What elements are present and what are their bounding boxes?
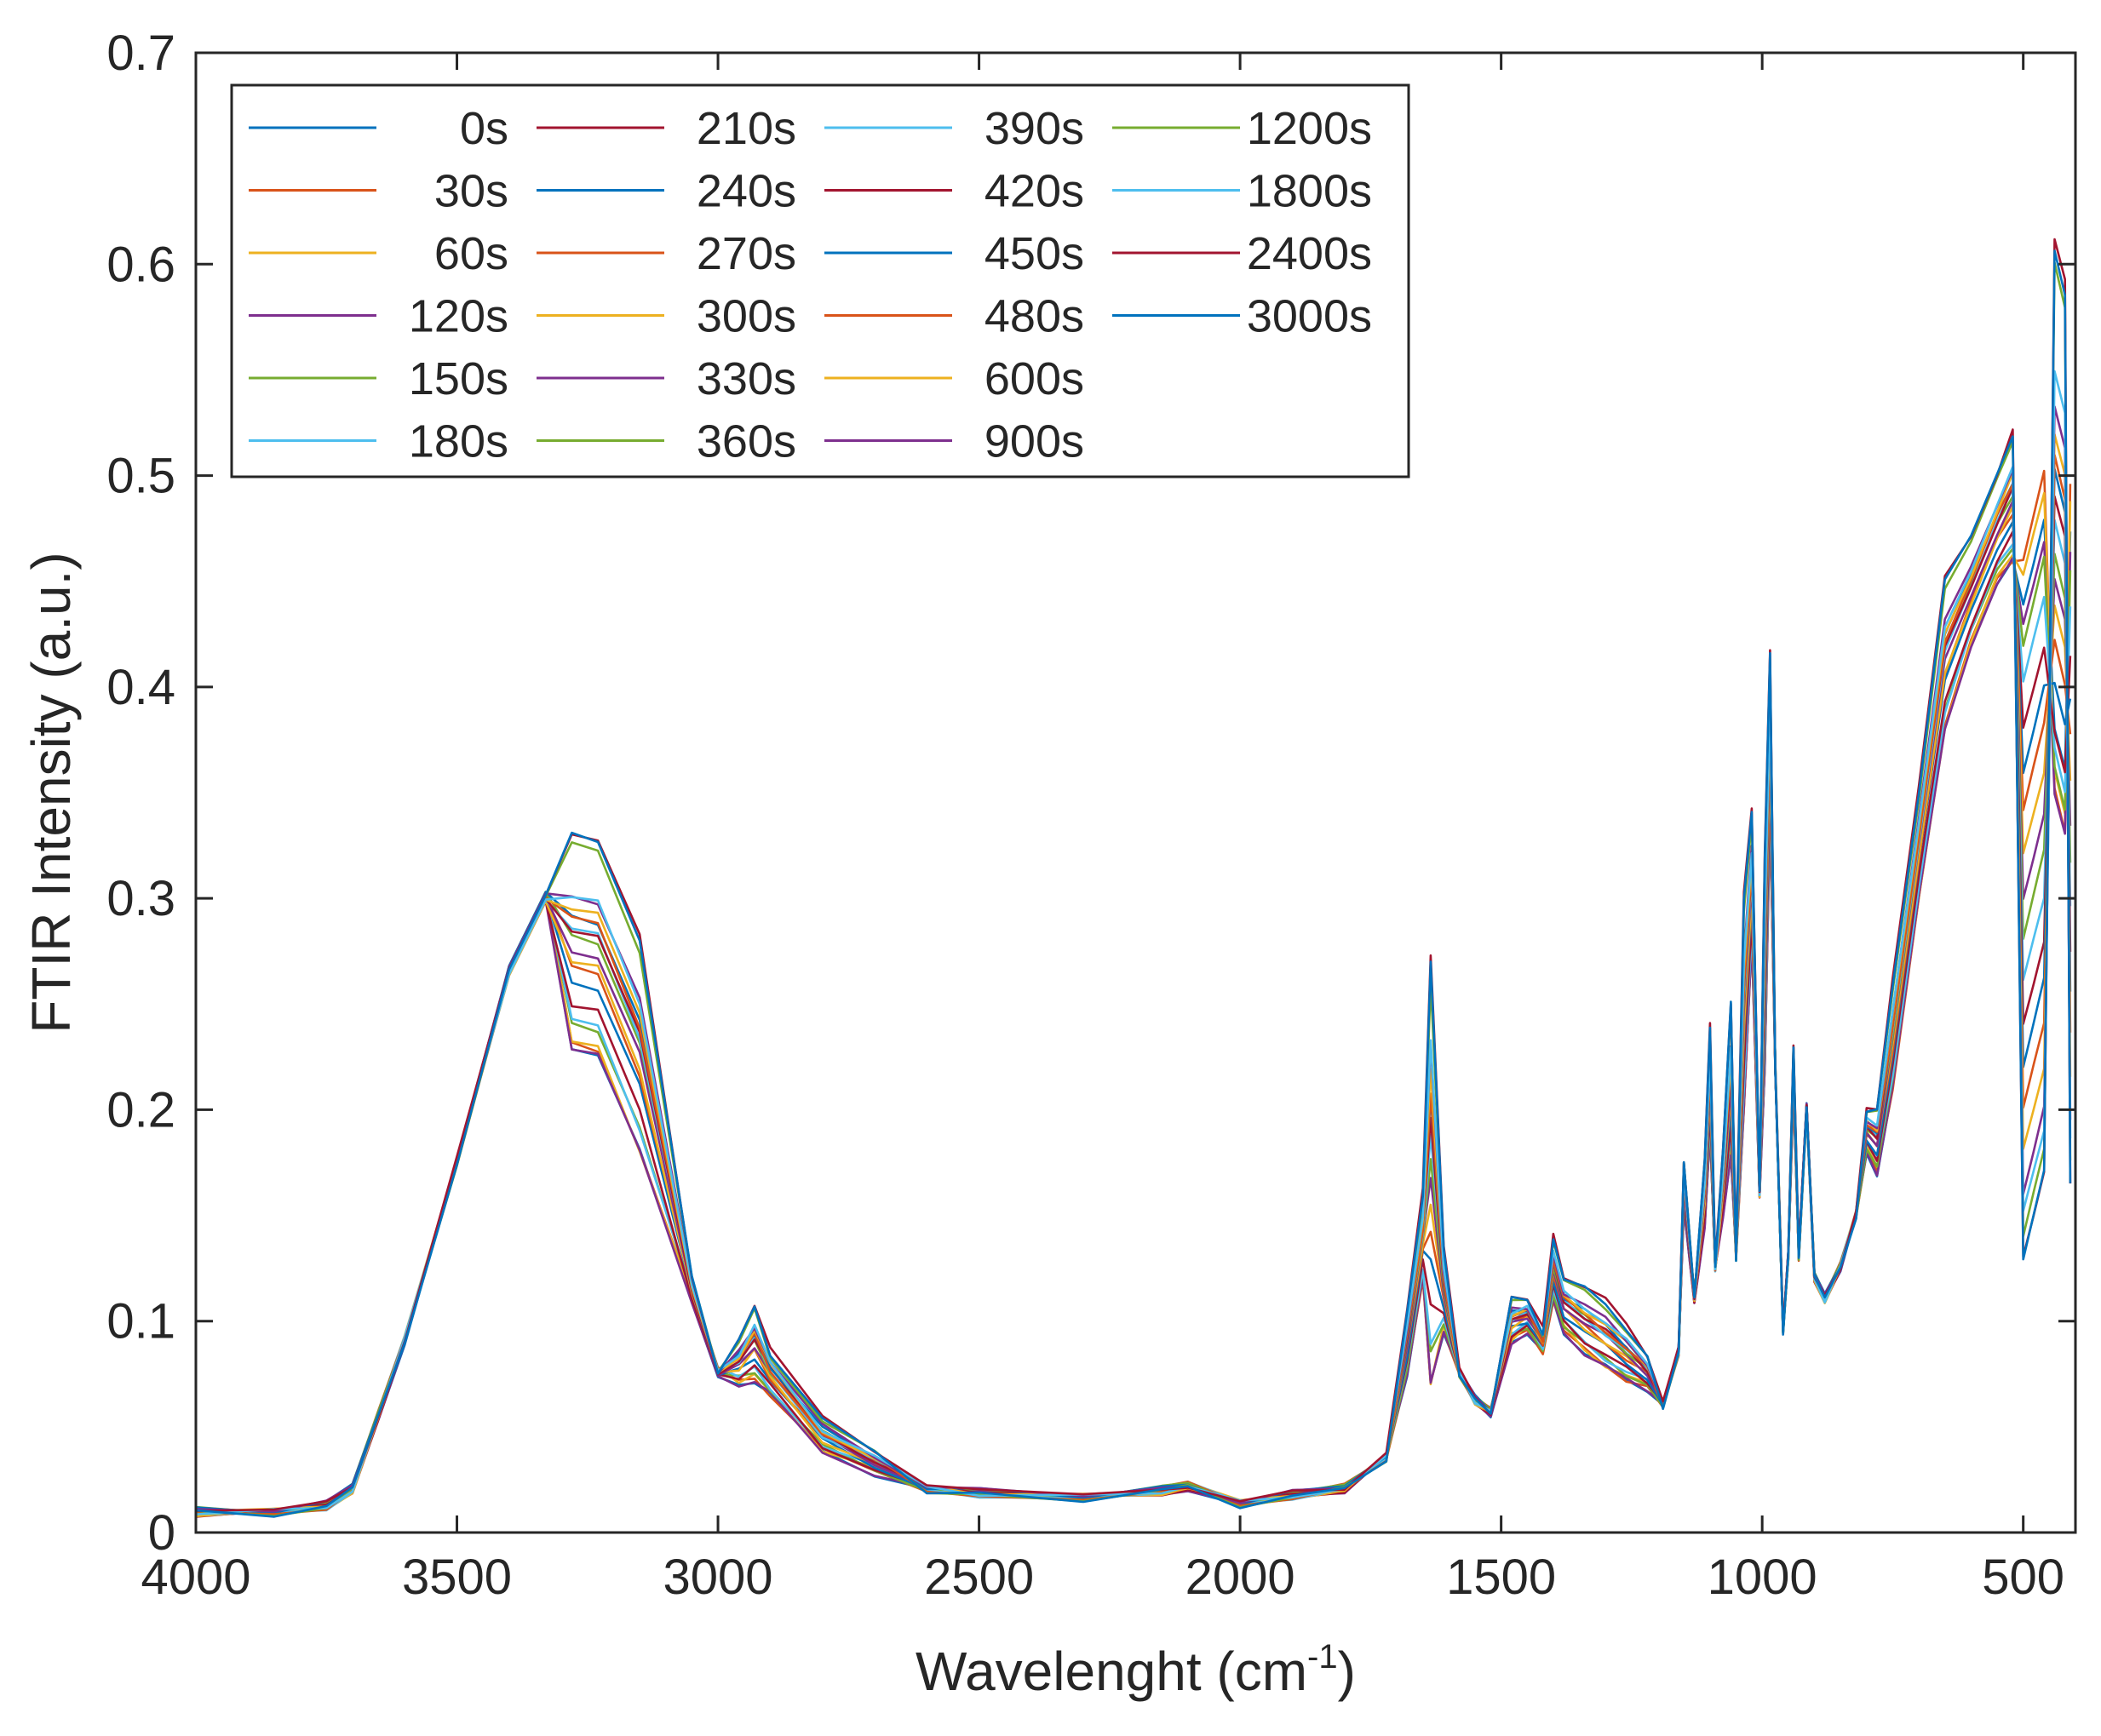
legend-label: 240s bbox=[697, 166, 796, 217]
y-tick-label: 0.5 bbox=[106, 449, 175, 504]
legend-label: 600s bbox=[984, 353, 1084, 404]
series-line-0s bbox=[196, 519, 2072, 1515]
legend-label: 360s bbox=[697, 416, 796, 467]
series-line-60s bbox=[196, 491, 2072, 1513]
x-tick-label: 1000 bbox=[1708, 1550, 1817, 1605]
series-line-480s bbox=[196, 454, 2072, 1515]
y-tick-label: 0.4 bbox=[106, 660, 175, 715]
series-line-30s bbox=[196, 469, 2072, 1516]
y-tick-label: 0 bbox=[148, 1505, 175, 1561]
series-line-120s bbox=[196, 541, 2072, 1517]
legend-label: 270s bbox=[697, 228, 796, 279]
legend-label: 300s bbox=[697, 291, 796, 342]
legend-label: 900s bbox=[984, 416, 1084, 467]
legend-label: 180s bbox=[409, 416, 508, 467]
series-line-420s bbox=[196, 485, 2072, 1515]
legend-label: 3000s bbox=[1247, 291, 1372, 342]
y-axis-title: FTIR Intensity (a.u.) bbox=[20, 552, 82, 1033]
legend-label: 60s bbox=[434, 228, 508, 279]
y-tick-label: 0.7 bbox=[106, 26, 175, 81]
plot-frame bbox=[194, 51, 2077, 1534]
series-line-330s bbox=[196, 500, 2072, 1514]
legend-label: 420s bbox=[984, 166, 1084, 217]
series-line-270s bbox=[196, 513, 2072, 1514]
legend-label: 390s bbox=[984, 103, 1084, 154]
x-tick-label: 2000 bbox=[1185, 1550, 1295, 1605]
y-tick-label: 0.1 bbox=[106, 1294, 175, 1349]
x-axis-title-suffix: ) bbox=[1338, 1641, 1356, 1702]
legend-label: 210s bbox=[697, 103, 796, 154]
legend: 0s 30s 60s 120s 150s 180s 210s 240s 270s 300s 330s… bbox=[230, 83, 1410, 478]
legend-label: 1200s bbox=[1247, 103, 1372, 154]
series-line-390s bbox=[196, 487, 2072, 1516]
series-line-3000s bbox=[196, 249, 2072, 1518]
y-tick-label: 0.6 bbox=[106, 237, 175, 292]
series-line-360s bbox=[196, 495, 2072, 1515]
legend-label: 150s bbox=[409, 353, 508, 404]
series-layer bbox=[196, 238, 2072, 1518]
legend-label: 330s bbox=[697, 353, 796, 404]
legend-label: 2400s bbox=[1247, 228, 1372, 279]
series-line-300s bbox=[196, 505, 2072, 1518]
x-axis-title: Wavelenght (cm-1) bbox=[916, 1638, 1356, 1702]
legend-label: 120s bbox=[409, 291, 508, 342]
series-line-240s bbox=[196, 520, 2072, 1515]
legend-label: 0s bbox=[460, 103, 508, 154]
series-line-450s bbox=[196, 467, 2072, 1515]
series-line-210s bbox=[196, 530, 2072, 1518]
x-tick-label: 500 bbox=[1982, 1550, 2064, 1605]
legend-label: 480s bbox=[984, 291, 1084, 342]
legend-box bbox=[230, 83, 1410, 478]
x-tick-label: 2500 bbox=[924, 1550, 1034, 1605]
x-tick-label: 3000 bbox=[663, 1550, 773, 1605]
legend-label: 450s bbox=[984, 228, 1084, 279]
x-axis-title-superscript: -1 bbox=[1307, 1638, 1338, 1676]
x-tick-label: 4000 bbox=[141, 1550, 250, 1605]
x-axis-title-text: Wavelenght (cm bbox=[916, 1641, 1307, 1702]
legend-label: 30s bbox=[434, 166, 508, 217]
series-line-180s bbox=[196, 543, 2072, 1512]
series-line-1800s bbox=[196, 370, 2072, 1515]
y-tick-label: 0.2 bbox=[106, 1082, 175, 1137]
series-line-150s bbox=[196, 547, 2072, 1516]
legend-label: 1800s bbox=[1247, 166, 1372, 217]
series-line-600s bbox=[196, 433, 2072, 1516]
ticks-layer: 4000 3500 3000 2500 2000 1500 1000 500 0 0.1 0.2 0.… bbox=[106, 26, 2075, 1605]
x-tick-label: 1500 bbox=[1446, 1550, 1556, 1605]
series-line-900s bbox=[196, 405, 2072, 1513]
x-tick-label: 3500 bbox=[402, 1550, 512, 1605]
y-tick-label: 0.3 bbox=[106, 871, 175, 926]
